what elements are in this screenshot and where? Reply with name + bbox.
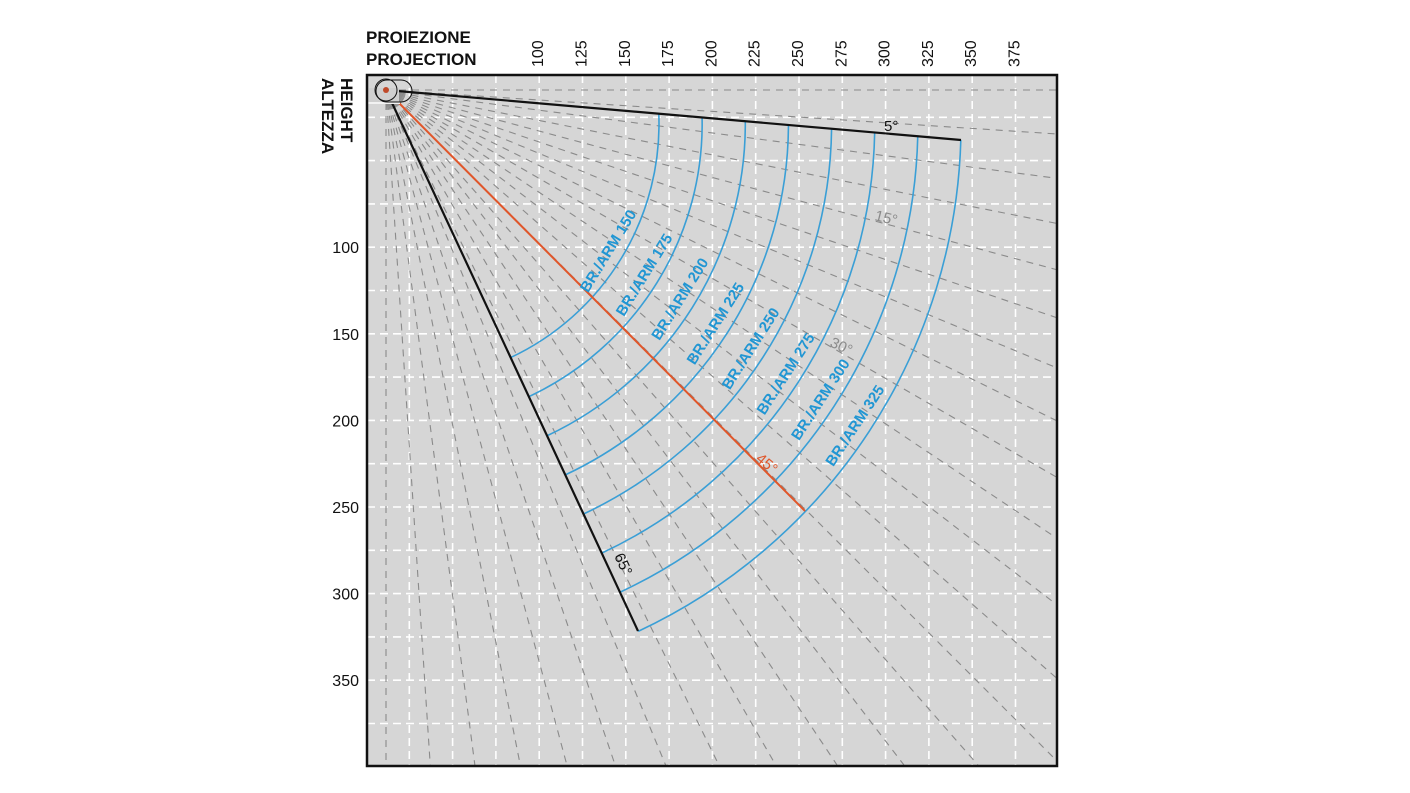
- y-tick-label: 200: [332, 413, 359, 430]
- y-tick-label: 250: [332, 500, 359, 517]
- reference-radial-line: [385, 89, 476, 765]
- x-tick-label: 300: [877, 40, 894, 67]
- x-tick-label: 125: [574, 40, 591, 67]
- y-tick-label: 100: [332, 240, 359, 257]
- reference-radial-line: [385, 89, 1056, 318]
- y-axis-title-it: ALTEZZA: [318, 78, 337, 154]
- x-tick-label: 375: [1007, 40, 1024, 67]
- reference-radial-line: [385, 89, 1056, 179]
- arm-arc-225: [564, 124, 790, 476]
- arm-arc-200: [546, 121, 747, 437]
- y-tick-label: 350: [332, 673, 359, 690]
- x-tick-label: 275: [833, 40, 850, 67]
- diagram-frame: [365, 73, 1059, 768]
- arm-arc-250: [583, 128, 833, 515]
- y-tick-label: 150: [332, 327, 359, 344]
- reference-radial-line: [385, 89, 1056, 605]
- x-tick-label: 100: [530, 40, 547, 67]
- reference-radial-line: [385, 89, 521, 765]
- x-axis-title-it: PROIEZIONE: [366, 28, 471, 47]
- reference-radial-line: [385, 89, 616, 765]
- pivot-mount-icon: [368, 78, 413, 104]
- reference-radial-line: [385, 89, 1056, 271]
- angle-label-5: 5°: [884, 118, 898, 135]
- max-angle-line: [385, 89, 639, 632]
- reference-radials: [385, 89, 1056, 765]
- x-tick-labels: 100 125 150 175 200 225 250 275 300 325 350 375: [530, 40, 1023, 67]
- x-axis-title-en: PROJECTION: [366, 50, 477, 69]
- arm-arc-175: [528, 117, 703, 398]
- reference-radial-line: [385, 89, 1056, 224]
- angle-label-15: 15°: [873, 207, 899, 229]
- reference-radial-line: [385, 89, 1056, 369]
- arm-arc-150: [510, 113, 660, 359]
- reference-radial-line: [385, 89, 838, 765]
- x-tick-label: 250: [790, 40, 807, 67]
- min-angle-line: [385, 88, 962, 142]
- reference-radial-line: [385, 89, 667, 765]
- x-tick-label: 150: [617, 40, 634, 67]
- reference-radial-line: [385, 89, 720, 765]
- reference-radial-line: [385, 89, 1056, 539]
- y-axis-title-en: HEIGHT: [337, 78, 356, 143]
- reference-radial-line: [385, 89, 1056, 135]
- y-tick-label: 300: [332, 587, 359, 604]
- x-tick-label: 200: [703, 40, 720, 67]
- reference-radial-line: [385, 89, 979, 765]
- arm-arc-275: [601, 132, 876, 554]
- arm-arc-325: [637, 139, 962, 633]
- reference-radial-line: [385, 89, 1056, 678]
- y-tick-labels: 100 150 200 250 300 350: [332, 240, 359, 690]
- reference-radial-line: [385, 89, 431, 765]
- x-tick-label: 325: [920, 40, 937, 67]
- arm-arc-300: [619, 136, 919, 593]
- optimal-angle-line: [385, 89, 806, 512]
- x-tick-label: 175: [660, 40, 677, 67]
- angle-lines: [385, 88, 962, 632]
- x-tick-label: 350: [963, 40, 980, 67]
- x-tick-label: 225: [747, 40, 764, 67]
- arm-arcs: [510, 113, 962, 633]
